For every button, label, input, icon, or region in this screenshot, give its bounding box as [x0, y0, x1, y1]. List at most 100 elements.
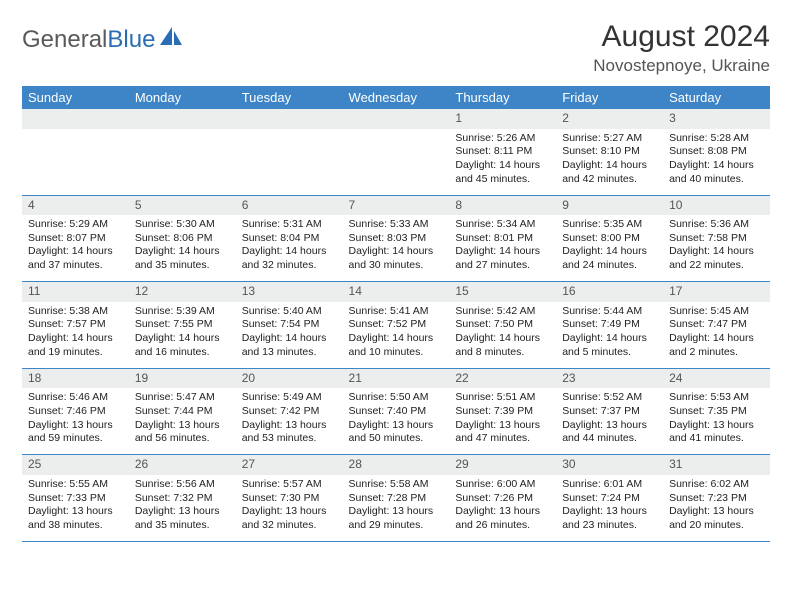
- day-content: Sunrise: 5:55 AMSunset: 7:33 PMDaylight:…: [22, 475, 129, 541]
- day-content: Sunrise: 6:00 AMSunset: 7:26 PMDaylight:…: [449, 475, 556, 541]
- day-number: 12: [129, 282, 236, 302]
- day-number: 20: [236, 369, 343, 389]
- day-content: Sunrise: 6:02 AMSunset: 7:23 PMDaylight:…: [663, 475, 770, 541]
- day-content: Sunrise: 5:26 AMSunset: 8:11 PMDaylight:…: [449, 129, 556, 195]
- day-number: 23: [556, 369, 663, 389]
- title-block: August 2024 Novostepnoye, Ukraine: [593, 20, 770, 76]
- day-content: Sunrise: 5:44 AMSunset: 7:49 PMDaylight:…: [556, 302, 663, 368]
- day-cell: 21Sunrise: 5:50 AMSunset: 7:40 PMDayligh…: [343, 368, 450, 455]
- day-cell: 19Sunrise: 5:47 AMSunset: 7:44 PMDayligh…: [129, 368, 236, 455]
- day-cell: 5Sunrise: 5:30 AMSunset: 8:06 PMDaylight…: [129, 195, 236, 282]
- day-cell: 4Sunrise: 5:29 AMSunset: 8:07 PMDaylight…: [22, 195, 129, 282]
- day-number: 18: [22, 369, 129, 389]
- logo-text-1: General: [22, 26, 107, 53]
- day-content: Sunrise: 5:30 AMSunset: 8:06 PMDaylight:…: [129, 215, 236, 281]
- day-cell: 17Sunrise: 5:45 AMSunset: 7:47 PMDayligh…: [663, 282, 770, 369]
- day-cell: 28Sunrise: 5:58 AMSunset: 7:28 PMDayligh…: [343, 455, 450, 542]
- day-number: 29: [449, 455, 556, 475]
- day-content: Sunrise: 5:46 AMSunset: 7:46 PMDaylight:…: [22, 388, 129, 454]
- day-cell: 18Sunrise: 5:46 AMSunset: 7:46 PMDayligh…: [22, 368, 129, 455]
- day-cell: 8Sunrise: 5:34 AMSunset: 8:01 PMDaylight…: [449, 195, 556, 282]
- day-content: Sunrise: 5:29 AMSunset: 8:07 PMDaylight:…: [22, 215, 129, 281]
- day-content: Sunrise: 5:33 AMSunset: 8:03 PMDaylight:…: [343, 215, 450, 281]
- day-cell: [236, 109, 343, 195]
- day-content: Sunrise: 5:45 AMSunset: 7:47 PMDaylight:…: [663, 302, 770, 368]
- day-number: 19: [129, 369, 236, 389]
- day-content: Sunrise: 5:52 AMSunset: 7:37 PMDaylight:…: [556, 388, 663, 454]
- day-cell: 2Sunrise: 5:27 AMSunset: 8:10 PMDaylight…: [556, 109, 663, 195]
- day-number: 5: [129, 196, 236, 216]
- day-content: Sunrise: 6:01 AMSunset: 7:24 PMDaylight:…: [556, 475, 663, 541]
- day-content: Sunrise: 5:35 AMSunset: 8:00 PMDaylight:…: [556, 215, 663, 281]
- day-number: 31: [663, 455, 770, 475]
- day-number: 11: [22, 282, 129, 302]
- day-number: 14: [343, 282, 450, 302]
- day-number: 8: [449, 196, 556, 216]
- day-cell: 26Sunrise: 5:56 AMSunset: 7:32 PMDayligh…: [129, 455, 236, 542]
- day-content: Sunrise: 5:28 AMSunset: 8:08 PMDaylight:…: [663, 129, 770, 195]
- week-row: 1Sunrise: 5:26 AMSunset: 8:11 PMDaylight…: [22, 109, 770, 195]
- day-number: 22: [449, 369, 556, 389]
- week-row: 4Sunrise: 5:29 AMSunset: 8:07 PMDaylight…: [22, 195, 770, 282]
- month-title: August 2024: [593, 20, 770, 54]
- day-number: 27: [236, 455, 343, 475]
- weekday-friday: Friday: [556, 86, 663, 109]
- day-content: Sunrise: 5:51 AMSunset: 7:39 PMDaylight:…: [449, 388, 556, 454]
- day-content: Sunrise: 5:41 AMSunset: 7:52 PMDaylight:…: [343, 302, 450, 368]
- day-number: 7: [343, 196, 450, 216]
- day-cell: 30Sunrise: 6:01 AMSunset: 7:24 PMDayligh…: [556, 455, 663, 542]
- day-number: 28: [343, 455, 450, 475]
- day-content: Sunrise: 5:49 AMSunset: 7:42 PMDaylight:…: [236, 388, 343, 454]
- day-cell: 31Sunrise: 6:02 AMSunset: 7:23 PMDayligh…: [663, 455, 770, 542]
- day-cell: 7Sunrise: 5:33 AMSunset: 8:03 PMDaylight…: [343, 195, 450, 282]
- weekday-saturday: Saturday: [663, 86, 770, 109]
- day-cell: 15Sunrise: 5:42 AMSunset: 7:50 PMDayligh…: [449, 282, 556, 369]
- day-cell: 1Sunrise: 5:26 AMSunset: 8:11 PMDaylight…: [449, 109, 556, 195]
- day-cell: [343, 109, 450, 195]
- day-content: Sunrise: 5:36 AMSunset: 7:58 PMDaylight:…: [663, 215, 770, 281]
- day-content: Sunrise: 5:27 AMSunset: 8:10 PMDaylight:…: [556, 129, 663, 195]
- week-row: 11Sunrise: 5:38 AMSunset: 7:57 PMDayligh…: [22, 282, 770, 369]
- week-row: 25Sunrise: 5:55 AMSunset: 7:33 PMDayligh…: [22, 455, 770, 542]
- day-content: Sunrise: 5:31 AMSunset: 8:04 PMDaylight:…: [236, 215, 343, 281]
- weekday-tuesday: Tuesday: [236, 86, 343, 109]
- day-content: Sunrise: 5:38 AMSunset: 7:57 PMDaylight:…: [22, 302, 129, 368]
- day-cell: 20Sunrise: 5:49 AMSunset: 7:42 PMDayligh…: [236, 368, 343, 455]
- day-number: 9: [556, 196, 663, 216]
- day-number: 24: [663, 369, 770, 389]
- day-number: 26: [129, 455, 236, 475]
- day-cell: 6Sunrise: 5:31 AMSunset: 8:04 PMDaylight…: [236, 195, 343, 282]
- day-number: 30: [556, 455, 663, 475]
- day-cell: 25Sunrise: 5:55 AMSunset: 7:33 PMDayligh…: [22, 455, 129, 542]
- weekday-header-row: SundayMondayTuesdayWednesdayThursdayFrid…: [22, 86, 770, 109]
- day-content: Sunrise: 5:39 AMSunset: 7:55 PMDaylight:…: [129, 302, 236, 368]
- day-cell: 12Sunrise: 5:39 AMSunset: 7:55 PMDayligh…: [129, 282, 236, 369]
- day-content: Sunrise: 5:40 AMSunset: 7:54 PMDaylight:…: [236, 302, 343, 368]
- day-number: 6: [236, 196, 343, 216]
- header: GeneralBlue August 2024 Novostepnoye, Uk…: [22, 20, 770, 76]
- day-cell: 29Sunrise: 6:00 AMSunset: 7:26 PMDayligh…: [449, 455, 556, 542]
- week-row: 18Sunrise: 5:46 AMSunset: 7:46 PMDayligh…: [22, 368, 770, 455]
- day-cell: 9Sunrise: 5:35 AMSunset: 8:00 PMDaylight…: [556, 195, 663, 282]
- logo: GeneralBlue: [22, 26, 184, 54]
- calendar-table: SundayMondayTuesdayWednesdayThursdayFrid…: [22, 86, 770, 542]
- day-cell: 14Sunrise: 5:41 AMSunset: 7:52 PMDayligh…: [343, 282, 450, 369]
- day-number: 15: [449, 282, 556, 302]
- day-cell: 23Sunrise: 5:52 AMSunset: 7:37 PMDayligh…: [556, 368, 663, 455]
- day-content: Sunrise: 5:56 AMSunset: 7:32 PMDaylight:…: [129, 475, 236, 541]
- day-cell: 24Sunrise: 5:53 AMSunset: 7:35 PMDayligh…: [663, 368, 770, 455]
- day-number: 13: [236, 282, 343, 302]
- day-number: 3: [663, 109, 770, 129]
- day-cell: 10Sunrise: 5:36 AMSunset: 7:58 PMDayligh…: [663, 195, 770, 282]
- day-content: Sunrise: 5:58 AMSunset: 7:28 PMDaylight:…: [343, 475, 450, 541]
- day-cell: 27Sunrise: 5:57 AMSunset: 7:30 PMDayligh…: [236, 455, 343, 542]
- day-number: 4: [22, 196, 129, 216]
- day-content: Sunrise: 5:57 AMSunset: 7:30 PMDaylight:…: [236, 475, 343, 541]
- day-content: Sunrise: 5:50 AMSunset: 7:40 PMDaylight:…: [343, 388, 450, 454]
- day-cell: 13Sunrise: 5:40 AMSunset: 7:54 PMDayligh…: [236, 282, 343, 369]
- day-number: 25: [22, 455, 129, 475]
- day-content: Sunrise: 5:42 AMSunset: 7:50 PMDaylight:…: [449, 302, 556, 368]
- day-content: Sunrise: 5:34 AMSunset: 8:01 PMDaylight:…: [449, 215, 556, 281]
- weekday-wednesday: Wednesday: [343, 86, 450, 109]
- day-cell: 11Sunrise: 5:38 AMSunset: 7:57 PMDayligh…: [22, 282, 129, 369]
